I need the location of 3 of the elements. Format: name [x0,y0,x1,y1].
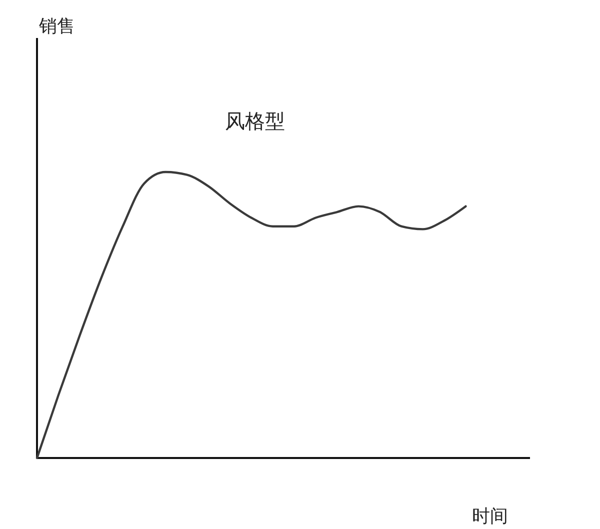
x-axis-title: 时间 [472,506,508,527]
text: 销售 [38,16,75,37]
chart-title: 风格型 [225,109,285,133]
